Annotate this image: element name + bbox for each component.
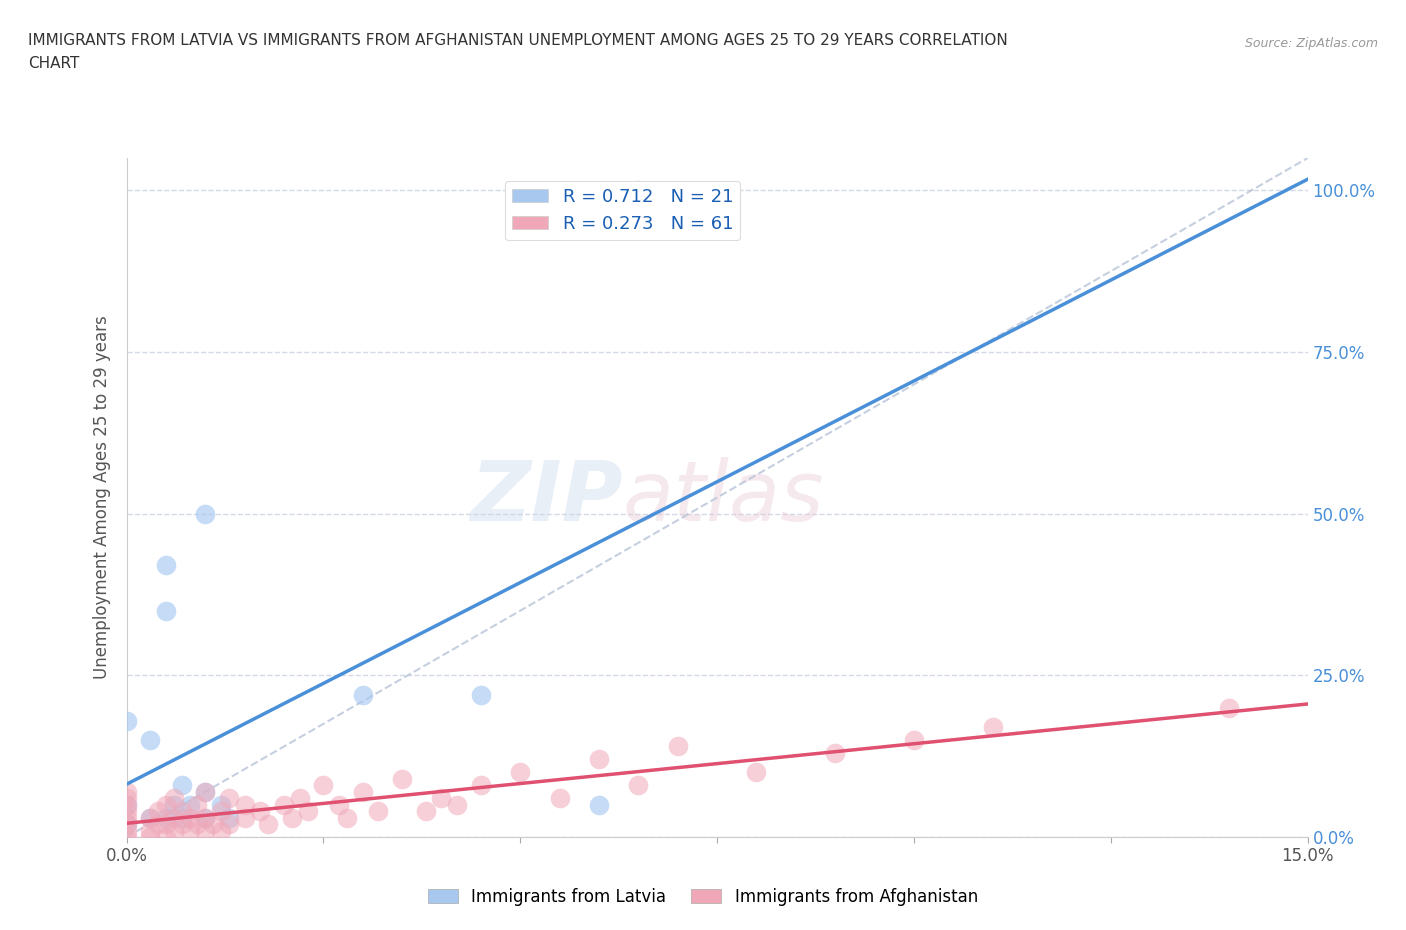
Point xyxy=(194,784,217,799)
Point xyxy=(446,797,468,812)
Point xyxy=(186,817,208,831)
Point xyxy=(170,777,193,792)
Point xyxy=(163,797,186,812)
Point xyxy=(139,823,162,838)
Text: CHART: CHART xyxy=(28,56,80,71)
Point xyxy=(981,720,1004,735)
Point xyxy=(209,804,232,818)
Point xyxy=(115,830,138,844)
Point xyxy=(163,810,186,825)
Text: atlas: atlas xyxy=(623,457,824,538)
Point xyxy=(297,804,319,818)
Point xyxy=(233,810,256,825)
Point xyxy=(352,784,374,799)
Point xyxy=(249,804,271,818)
Point xyxy=(115,784,138,799)
Point xyxy=(155,604,177,618)
Point xyxy=(115,790,138,805)
Point xyxy=(312,777,335,792)
Point xyxy=(139,810,162,825)
Point xyxy=(163,823,186,838)
Point xyxy=(666,739,689,754)
Point xyxy=(170,804,193,818)
Point xyxy=(115,713,138,728)
Point xyxy=(115,804,138,818)
Point xyxy=(194,810,217,825)
Point xyxy=(352,687,374,702)
Point xyxy=(627,183,650,198)
Point xyxy=(146,804,169,818)
Point xyxy=(170,810,193,825)
Point xyxy=(155,797,177,812)
Point xyxy=(218,817,240,831)
Point xyxy=(627,777,650,792)
Point xyxy=(273,797,295,812)
Point xyxy=(194,506,217,521)
Point xyxy=(336,810,359,825)
Point xyxy=(139,830,162,844)
Text: Source: ZipAtlas.com: Source: ZipAtlas.com xyxy=(1244,37,1378,50)
Point xyxy=(155,558,177,573)
Point xyxy=(415,804,437,818)
Point xyxy=(367,804,389,818)
Point xyxy=(163,790,186,805)
Point xyxy=(179,797,201,812)
Point xyxy=(179,810,201,825)
Point xyxy=(115,817,138,831)
Point xyxy=(139,810,162,825)
Point xyxy=(146,817,169,831)
Point xyxy=(903,733,925,748)
Point xyxy=(194,784,217,799)
Point xyxy=(288,790,311,805)
Point xyxy=(186,797,208,812)
Point xyxy=(588,797,610,812)
Point xyxy=(115,810,138,825)
Point xyxy=(1218,700,1240,715)
Legend: R = 0.712   N = 21, R = 0.273   N = 61: R = 0.712 N = 21, R = 0.273 N = 61 xyxy=(505,180,741,240)
Y-axis label: Unemployment Among Ages 25 to 29 years: Unemployment Among Ages 25 to 29 years xyxy=(93,315,111,680)
Point xyxy=(155,817,177,831)
Point xyxy=(170,817,193,831)
Point xyxy=(218,790,240,805)
Point xyxy=(209,823,232,838)
Point xyxy=(115,797,138,812)
Point xyxy=(509,764,531,779)
Point xyxy=(218,810,240,825)
Point xyxy=(115,817,138,831)
Point xyxy=(281,810,304,825)
Legend: Immigrants from Latvia, Immigrants from Afghanistan: Immigrants from Latvia, Immigrants from … xyxy=(422,881,984,912)
Point xyxy=(824,746,846,761)
Point xyxy=(115,823,138,838)
Point xyxy=(233,797,256,812)
Point xyxy=(470,777,492,792)
Point xyxy=(588,752,610,767)
Point xyxy=(179,823,201,838)
Point xyxy=(155,830,177,844)
Point xyxy=(194,810,217,825)
Point xyxy=(430,790,453,805)
Point xyxy=(328,797,350,812)
Point xyxy=(115,797,138,812)
Point xyxy=(257,817,280,831)
Point xyxy=(194,823,217,838)
Point xyxy=(391,771,413,786)
Text: ZIP: ZIP xyxy=(470,457,623,538)
Point xyxy=(202,817,225,831)
Text: IMMIGRANTS FROM LATVIA VS IMMIGRANTS FROM AFGHANISTAN UNEMPLOYMENT AMONG AGES 25: IMMIGRANTS FROM LATVIA VS IMMIGRANTS FRO… xyxy=(28,33,1008,47)
Point xyxy=(209,797,232,812)
Point xyxy=(139,733,162,748)
Point xyxy=(745,764,768,779)
Point xyxy=(155,810,177,825)
Point xyxy=(470,687,492,702)
Point xyxy=(548,790,571,805)
